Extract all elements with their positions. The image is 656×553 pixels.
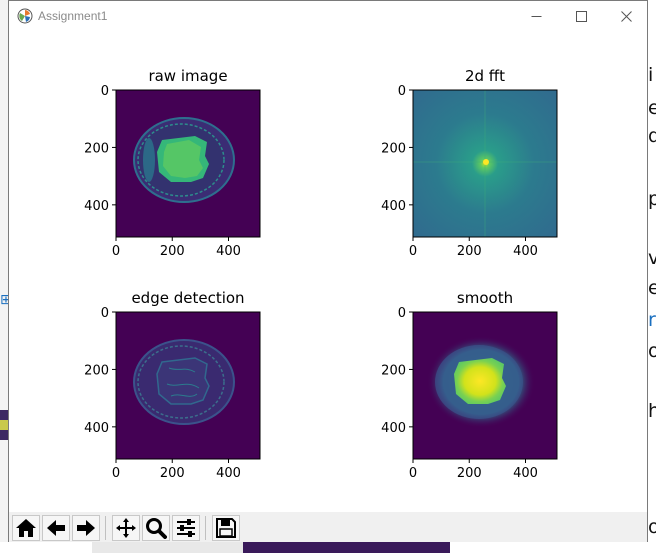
background-text: o (648, 340, 656, 362)
save-icon (216, 518, 236, 538)
back-icon (47, 520, 65, 536)
x-tick-label: 0 (112, 244, 120, 259)
x-tick-label: 0 (112, 466, 120, 481)
background-taskbar-strip (0, 542, 656, 553)
background-text: e (648, 277, 656, 299)
subplot-smooth: smooth (412, 289, 558, 460)
maximize-icon (575, 11, 587, 22)
back-button[interactable] (42, 515, 70, 541)
background-panel (92, 542, 243, 553)
pan-icon (116, 518, 136, 538)
pan-button[interactable] (112, 515, 140, 541)
y-tick-label: 0 (101, 306, 109, 321)
background-window-right: i e d p v e r o h o (648, 0, 656, 553)
background-text: e (648, 97, 656, 119)
background-text: v (648, 247, 656, 269)
figure-svg: raw image 2d fft edge d (84, 67, 558, 481)
y-tick-label: 200 (84, 141, 109, 156)
figure-canvas[interactable]: raw image 2d fft edge d (9, 32, 647, 512)
x-tick-label: 400 (216, 466, 241, 481)
subplot-raw-image: raw image (115, 67, 261, 238)
y-tick-label: 400 (84, 199, 109, 214)
background-text: r (648, 309, 656, 331)
configure-subplots-button[interactable] (172, 515, 200, 541)
x-tick-label: 400 (513, 244, 538, 259)
forward-button[interactable] (72, 515, 100, 541)
title-bar[interactable]: Assignment1 (9, 1, 647, 32)
window-title: Assignment1 (38, 9, 108, 23)
background-thumbnail-highlight (0, 420, 8, 430)
forward-icon (77, 520, 95, 536)
background-text: o (648, 516, 656, 538)
x-tick-label: 400 (513, 466, 538, 481)
subplot-title: raw image (148, 67, 227, 85)
zoom-button[interactable] (142, 515, 170, 541)
x-tick-label: 0 (409, 244, 417, 259)
x-tick-label: 200 (457, 244, 482, 259)
background-text: i (648, 64, 654, 86)
background-text: h (648, 400, 656, 422)
navigation-toolbar (9, 512, 647, 542)
y-tick-label: 0 (101, 84, 109, 99)
close-button[interactable] (603, 1, 649, 32)
toolbar-separator (205, 516, 206, 540)
close-icon (620, 11, 632, 22)
y-tick-label: 400 (381, 421, 406, 436)
background-image-strip (243, 542, 450, 553)
zoom-icon (146, 518, 167, 539)
y-tick-label: 0 (398, 84, 406, 99)
subplot-2d-fft: 2d fft (412, 67, 558, 238)
y-tick-label: 200 (381, 363, 406, 378)
y-tick-label: 200 (84, 363, 109, 378)
minimize-icon (531, 16, 541, 17)
x-tick-label: 400 (216, 244, 241, 259)
background-fragment: ⊞ (0, 292, 12, 308)
y-tick-label: 400 (84, 421, 109, 436)
home-icon (16, 519, 36, 537)
subplot-title: edge detection (131, 289, 244, 307)
y-tick-label: 400 (381, 199, 406, 214)
configure-subplots-icon (177, 519, 195, 537)
subplot-title: 2d fft (465, 67, 505, 85)
axis-ticks: 0 200 400 0 200 400 0 200 400 0 200 400 0 200 400 0 200 4… (84, 84, 538, 481)
background-text: d (648, 125, 656, 147)
background-text: p (648, 188, 656, 210)
x-tick-label: 200 (457, 466, 482, 481)
y-tick-label: 0 (398, 306, 406, 321)
maximize-button[interactable] (558, 1, 604, 32)
x-tick-label: 200 (160, 244, 185, 259)
save-button[interactable] (212, 515, 240, 541)
toolbar-separator (105, 516, 106, 540)
matplotlib-app-icon (17, 8, 33, 24)
subplot-edge-detection: edge detection (115, 289, 261, 460)
x-tick-label: 0 (409, 466, 417, 481)
subplot-title: smooth (457, 289, 513, 307)
y-tick-label: 200 (381, 141, 406, 156)
home-button[interactable] (12, 515, 40, 541)
figure-window: Assignment1 (8, 0, 648, 542)
x-tick-label: 200 (160, 466, 185, 481)
minimize-button[interactable] (513, 1, 559, 32)
